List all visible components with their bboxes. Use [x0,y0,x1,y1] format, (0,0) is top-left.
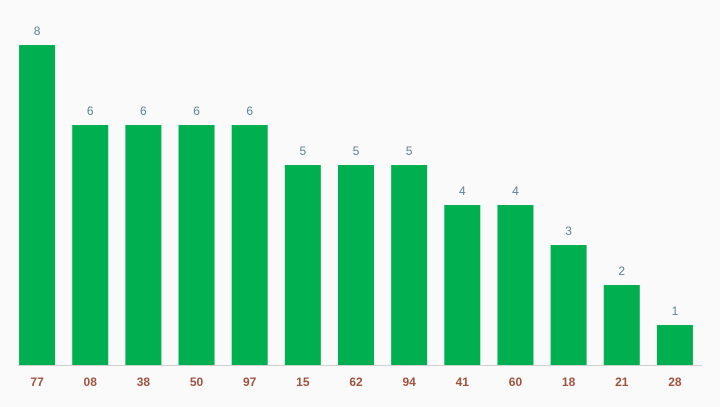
value-label: 4 [459,184,466,198]
bar [656,325,693,365]
bar [603,285,640,365]
x-tick-label: 21 [615,375,629,389]
value-label: 1 [672,304,679,318]
value-label: 6 [87,104,94,118]
value-label: 6 [140,104,147,118]
value-label: 6 [246,104,253,118]
value-label: 5 [406,144,413,158]
x-tick-label: 77 [30,375,44,389]
value-label: 5 [300,144,307,158]
x-tick-label: 38 [137,375,151,389]
bar [125,125,162,365]
x-tick-label: 94 [402,375,416,389]
x-tick-label: 15 [296,375,310,389]
x-tick-label: 18 [562,375,576,389]
bar [550,245,587,365]
x-tick-label: 28 [668,375,682,389]
bar [284,165,321,365]
x-tick-label: 50 [190,375,204,389]
bar [231,125,268,365]
x-tick-label: 08 [84,375,98,389]
bar [391,165,428,365]
value-label: 6 [193,104,200,118]
x-tick-label: 97 [243,375,257,389]
value-label: 4 [512,184,519,198]
value-label: 3 [565,224,572,238]
bar [497,205,534,365]
bar [19,45,56,365]
bar [72,125,109,365]
bar [338,165,374,365]
value-label: 2 [618,264,625,278]
x-tick-label: 60 [509,375,523,389]
x-tick-label: 62 [349,375,363,389]
value-label: 5 [353,144,360,158]
x-tick-label: 41 [456,375,470,389]
bar [444,205,481,365]
bar [178,125,215,365]
value-label: 8 [34,24,41,38]
